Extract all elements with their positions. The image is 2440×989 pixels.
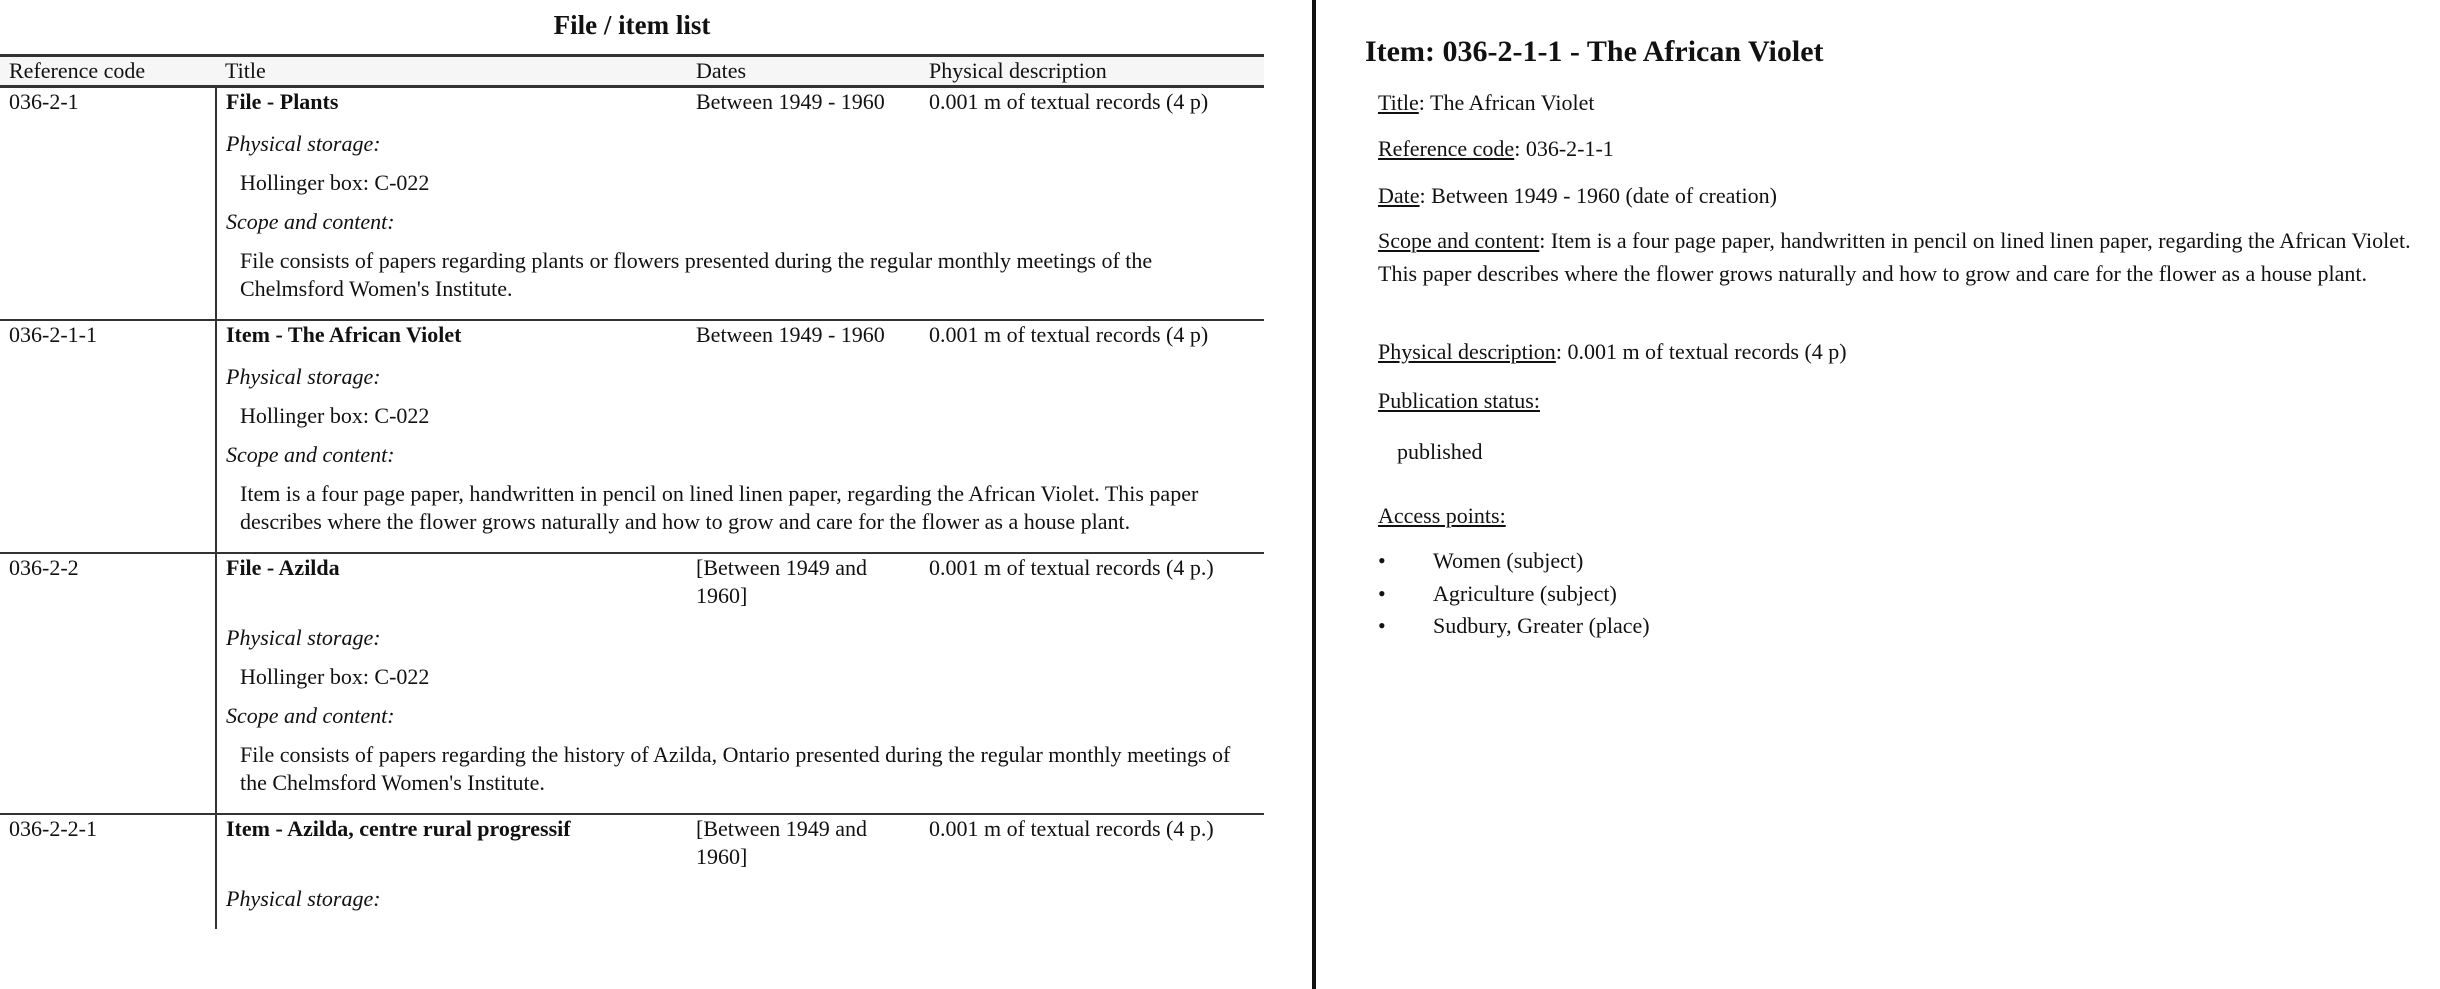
table-row-details: Physical storage: Hollinger box: C-022 Sco… bbox=[0, 116, 1264, 320]
field-label: Scope and content bbox=[1378, 228, 1540, 253]
bullet-icon: • bbox=[1378, 580, 1386, 606]
row-details: Physical storage: bbox=[216, 871, 1264, 929]
cell-physical-description: 0.001 m of textual records (4 p) bbox=[920, 319, 1264, 349]
field-publication-status-label: Publication status: bbox=[1378, 384, 2438, 417]
cell-dates: [Between 1949 and 1960] bbox=[696, 813, 920, 871]
access-points-label: Access points: bbox=[1378, 499, 2438, 532]
physical-storage-label: Physical storage: bbox=[226, 131, 381, 156]
table-row-details: Physical storage: Hollinger box: C-022 Sco… bbox=[0, 349, 1264, 553]
scope-and-content-value: Item is a four page paper, handwritten i… bbox=[240, 481, 1199, 534]
cell-reference-code: 036-2-1 bbox=[0, 85, 217, 320]
table-row[interactable]: 036-2-1-1 Item - The African Violet Betwee… bbox=[0, 319, 1264, 553]
physical-storage-value: Hollinger box: C-022 bbox=[240, 664, 430, 689]
field-value: The African Violet bbox=[1430, 90, 1595, 115]
access-point-text: Agriculture (subject) bbox=[1433, 580, 1617, 606]
access-point-item: • Agriculture (subject) bbox=[1378, 578, 1650, 611]
column-header-physical-description: Physical description bbox=[929, 58, 1107, 83]
table-row-details: Physical storage: bbox=[0, 871, 1264, 929]
field-label: Date bbox=[1378, 183, 1420, 208]
scope-and-content-value: File consists of papers regarding the hi… bbox=[240, 742, 1231, 795]
physical-storage-label: Physical storage: bbox=[226, 364, 381, 389]
table-header-row: Reference code Title Dates Physical desc… bbox=[0, 55, 1264, 87]
cell-title[interactable]: Item - Azilda, centre rural progressif bbox=[216, 813, 696, 871]
access-point-text: Women (subject) bbox=[1433, 548, 1584, 573]
cell-dates: [Between 1949 and 1960] bbox=[696, 552, 920, 610]
table-row-details: Physical storage: Hollinger box: C-022 Sco… bbox=[0, 610, 1264, 814]
bullet-icon: • bbox=[1378, 548, 1386, 573]
physical-storage-label: Physical storage: bbox=[226, 886, 381, 911]
physical-storage-label: Physical storage: bbox=[226, 625, 381, 650]
cell-title[interactable]: File - Plants bbox=[216, 85, 696, 116]
physical-storage-value: Hollinger box: C-022 bbox=[240, 170, 430, 195]
row-details: Physical storage: Hollinger box: C-022 Sco… bbox=[216, 349, 1264, 553]
field-label: Physical description bbox=[1378, 339, 1556, 364]
column-header-dates: Dates bbox=[696, 58, 747, 83]
access-point-item: • Women (subject) bbox=[1378, 545, 1650, 578]
table-row[interactable]: 036-2-1 File - Plants Between 1949 - 1960 0… bbox=[0, 85, 1264, 320]
table-row[interactable]: 036-2-2 File - Azilda [Between 1949 and 19… bbox=[0, 552, 1264, 814]
scope-and-content-value: File consists of papers regarding plants… bbox=[240, 248, 1153, 301]
field-label: Access points: bbox=[1378, 503, 1506, 528]
column-header-title: Title bbox=[225, 58, 266, 83]
access-point-text: Sudbury, Greater (place) bbox=[1433, 613, 1650, 638]
cell-physical-description: 0.001 m of textual records (4 p.) bbox=[920, 552, 1264, 610]
field-label: Reference code bbox=[1378, 136, 1515, 161]
field-value: 0.001 m of textual records (4 p) bbox=[1567, 339, 1847, 364]
field-title: Title: The African Violet bbox=[1378, 90, 1595, 115]
bullet-icon: • bbox=[1378, 613, 1386, 638]
field-reference-code: Reference code: 036-2-1-1 bbox=[1378, 136, 1614, 161]
field-label: Title bbox=[1378, 90, 1419, 115]
field-label: Publication status: bbox=[1378, 388, 1540, 413]
field-publication-status-value: published bbox=[1397, 439, 1483, 464]
access-points-list: • Women (subject) • Agriculture (subject) … bbox=[1378, 545, 1650, 643]
cell-dates: Between 1949 - 1960 bbox=[696, 319, 920, 349]
cell-physical-description: 0.001 m of textual records (4 p) bbox=[920, 85, 1264, 116]
cell-reference-code: 036-2-1-1 bbox=[0, 319, 217, 553]
physical-storage-value: Hollinger box: C-022 bbox=[240, 403, 430, 428]
field-physical-description: Physical description: 0.001 m of textual… bbox=[1378, 339, 1847, 364]
field-date: Date: Between 1949 - 1960 (date of creat… bbox=[1378, 183, 1777, 208]
file-item-table: Reference code Title Dates Physical desc… bbox=[0, 54, 1264, 929]
cell-reference-code: 036-2-2 bbox=[0, 552, 217, 814]
row-details: Physical storage: Hollinger box: C-022 Sco… bbox=[216, 610, 1264, 814]
panel-divider bbox=[1312, 0, 1316, 989]
cell-physical-description: 0.001 m of textual records (4 p.) bbox=[920, 813, 1264, 871]
cell-title[interactable]: File - Azilda bbox=[216, 552, 696, 610]
column-header-reference-code: Reference code bbox=[9, 58, 146, 83]
table-row[interactable]: 036-2-2-1 Item - Azilda, centre rural pro… bbox=[0, 813, 1264, 929]
field-value: Between 1949 - 1960 (date of creation) bbox=[1431, 183, 1777, 208]
cell-reference-code: 036-2-2-1 bbox=[0, 813, 217, 929]
field-value: 036-2-1-1 bbox=[1525, 136, 1614, 161]
detail-heading: Item: 036-2-1-1 - The African Violet bbox=[1365, 35, 1824, 68]
row-details: Physical storage: Hollinger box: C-022 Sco… bbox=[216, 116, 1264, 320]
scope-and-content-label: Scope and content: bbox=[226, 442, 395, 467]
access-point-item: • Sudbury, Greater (place) bbox=[1378, 610, 1650, 643]
scope-and-content-label: Scope and content: bbox=[226, 209, 395, 234]
field-scope-and-content: Scope and content: Item is a four page p… bbox=[1378, 228, 2411, 286]
file-item-list-panel: File / item list Reference code Title Da… bbox=[0, 10, 1264, 929]
cell-title[interactable]: Item - The African Violet bbox=[216, 319, 696, 349]
scope-and-content-label: Scope and content: bbox=[226, 703, 395, 728]
list-title: File / item list bbox=[553, 10, 711, 40]
cell-dates: Between 1949 - 1960 bbox=[696, 85, 920, 116]
field-value: Item is a four page paper, handwritten i… bbox=[1378, 228, 2411, 286]
